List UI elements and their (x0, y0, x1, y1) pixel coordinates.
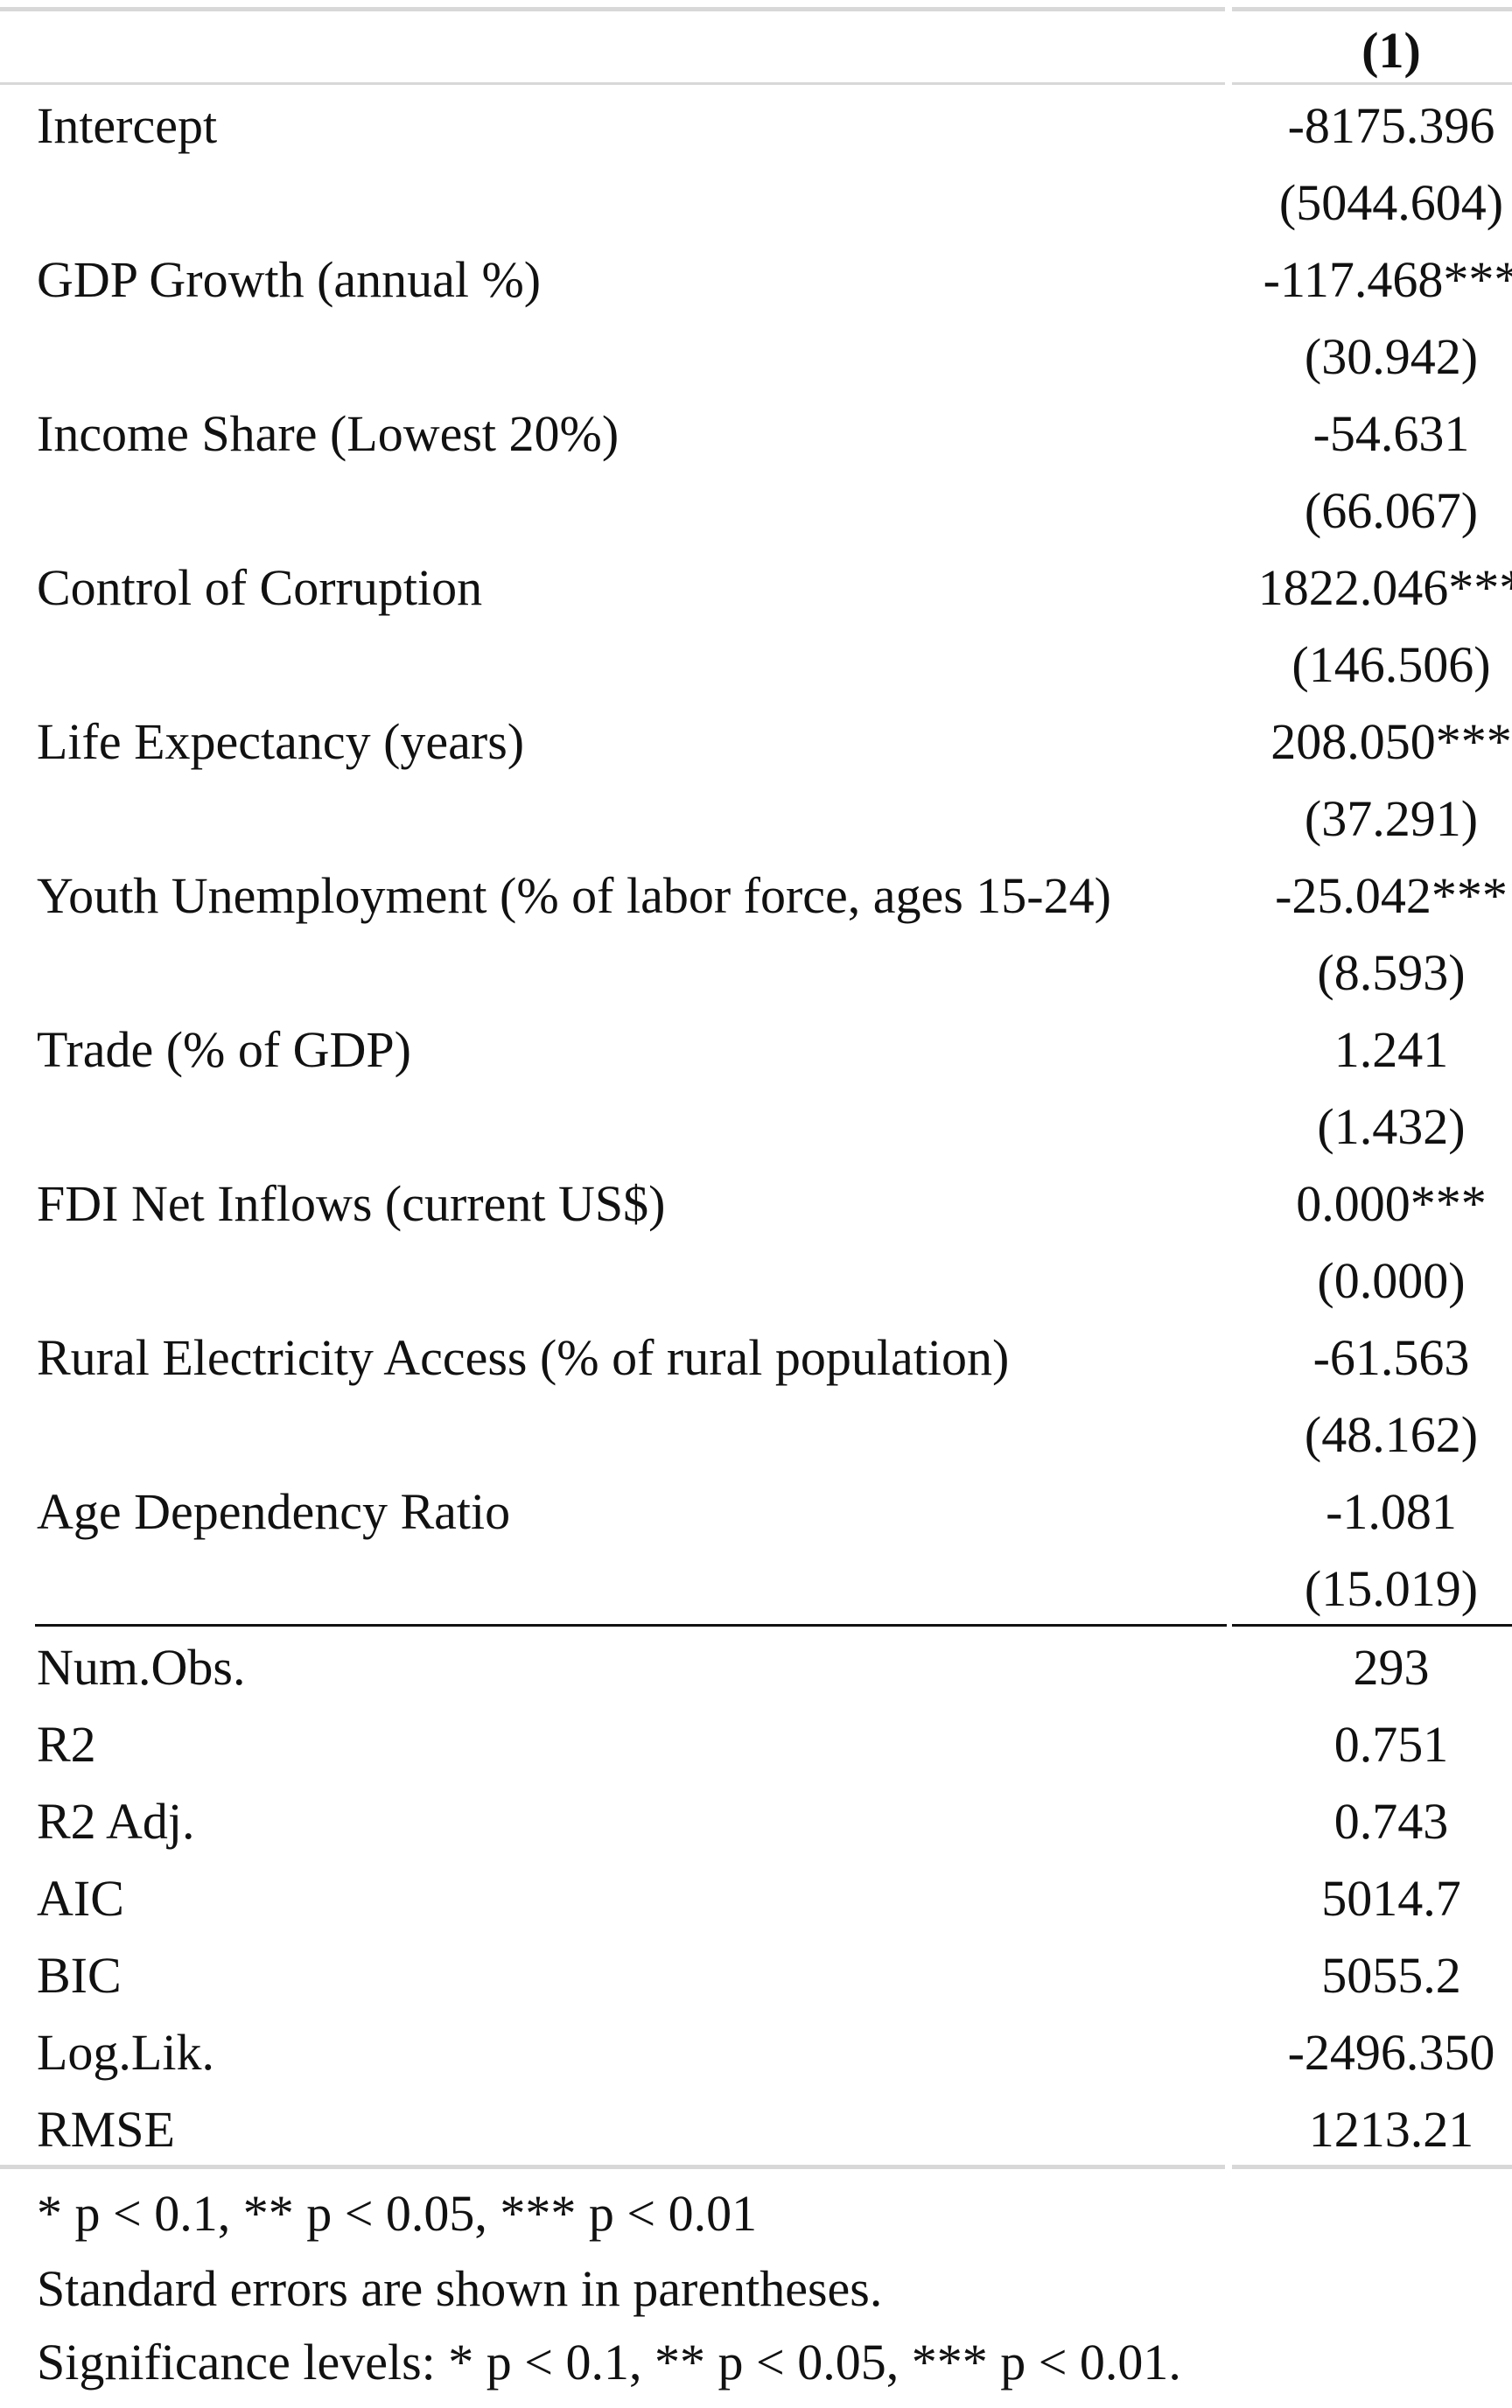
coef-se: (8.593) (1317, 944, 1466, 1001)
stat-value: 5014.7 (1321, 1870, 1461, 1927)
coef-estimate: -54.631 (1312, 405, 1470, 462)
significance-note: * p < 0.1, ** p < 0.05, *** p < 0.01 (37, 2185, 758, 2242)
coef-estimate: -25.042*** (1275, 867, 1508, 924)
coef-label: Rural Electricity Access (% of rural pop… (37, 1329, 1010, 1386)
coef-label: Age Dependency Ratio (37, 1483, 511, 1540)
bottom-rule-left (0, 2165, 1225, 2169)
coef-se: (15.019) (1304, 1560, 1479, 1617)
top-rule-right (1232, 7, 1512, 11)
stat-label: AIC (37, 1870, 124, 1927)
stat-value: 1213.21 (1308, 2101, 1474, 2158)
coef-label: Trade (% of GDP) (37, 1021, 411, 1078)
coef-estimate: 208.050*** (1270, 713, 1512, 770)
coef-estimate: -8175.396 (1287, 97, 1495, 154)
coef-se: (30.942) (1304, 328, 1479, 385)
stat-value: 293 (1353, 1639, 1430, 1696)
coef-estimate: 0.000*** (1296, 1175, 1487, 1232)
coef-estimate: 1822.046*** (1257, 559, 1512, 616)
stat-value: 0.743 (1334, 1793, 1449, 1850)
coef-label: GDP Growth (annual %) (37, 251, 542, 308)
coef-label: Intercept (37, 97, 218, 154)
coef-se: (48.162) (1304, 1406, 1479, 1463)
coef-estimate: -117.468*** (1263, 251, 1512, 308)
coef-se: (37.291) (1304, 790, 1479, 847)
column-header: (1) (1362, 22, 1421, 79)
coef-estimate: 1.241 (1334, 1021, 1449, 1078)
bottom-rule-right (1232, 2165, 1512, 2169)
midrule-left (35, 1624, 1227, 1627)
coef-estimate: -61.563 (1312, 1329, 1470, 1386)
coef-se: (1.432) (1317, 1098, 1466, 1155)
stat-label: R2 Adj. (37, 1793, 195, 1850)
header-rule-right (1232, 82, 1512, 85)
stat-label: R2 (37, 1716, 96, 1773)
stat-label: RMSE (37, 2101, 175, 2158)
significance-levels-note: Significance levels: * p < 0.1, ** p < 0… (37, 2334, 1181, 2390)
coef-label: Youth Unemployment (% of labor force, ag… (37, 867, 1111, 924)
midrule-right (1232, 1624, 1512, 1627)
stat-label: BIC (37, 1947, 122, 2004)
stat-value: 0.751 (1334, 1716, 1449, 1773)
stat-value: -2496.350 (1287, 2024, 1495, 2081)
coef-estimate: -1.081 (1326, 1483, 1457, 1540)
coef-label: Income Share (Lowest 20%) (37, 405, 620, 462)
top-rule-left (0, 7, 1225, 11)
coef-label: FDI Net Inflows (current US$) (37, 1175, 666, 1232)
coef-label: Life Expectancy (years) (37, 713, 525, 770)
stat-label: Log.Lik. (37, 2024, 214, 2081)
coef-se: (0.000) (1317, 1252, 1466, 1309)
coef-se: (146.506) (1292, 636, 1491, 693)
coef-se: (66.067) (1304, 482, 1479, 539)
stat-label: Num.Obs. (37, 1639, 246, 1696)
standard-errors-note: Standard errors are shown in parentheses… (37, 2260, 883, 2317)
stat-value: 5055.2 (1321, 1947, 1461, 2004)
header-rule-left (0, 82, 1225, 85)
coef-se: (5044.604) (1278, 174, 1504, 231)
coef-label: Control of Corruption (37, 559, 483, 616)
